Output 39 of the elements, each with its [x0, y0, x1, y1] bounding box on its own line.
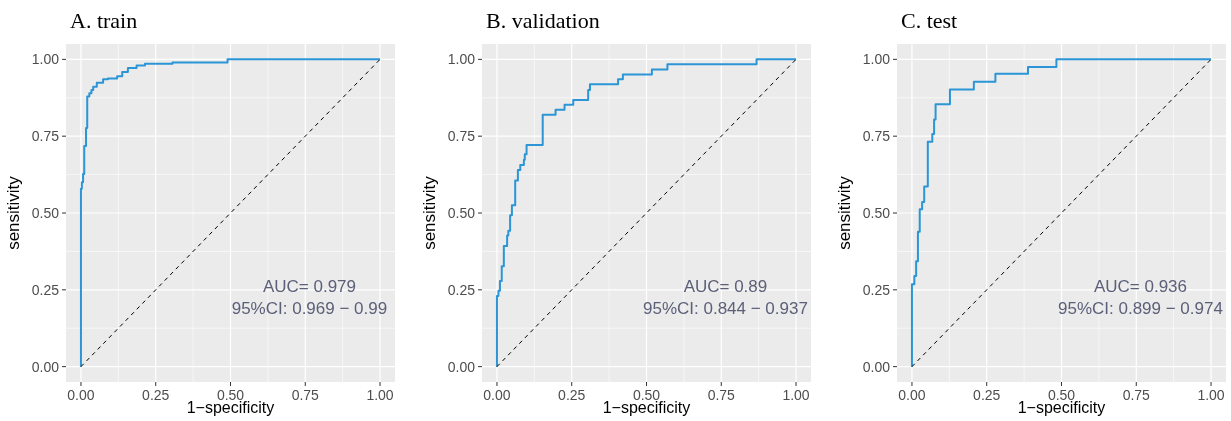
chart-title: C. test [901, 8, 958, 33]
y-tick-label: 1.00 [447, 51, 476, 68]
y-tick-label: 0.50 [447, 205, 476, 221]
annotation: 95%CI: 0.844 − 0.937 [642, 299, 808, 319]
x-tick-label: 1.00 [1197, 387, 1225, 403]
x-tick-label: 0.75 [291, 387, 320, 403]
annotation: AUC= 0.89 [683, 277, 768, 297]
x-tick-label: 0.75 [1122, 387, 1151, 403]
y-tick-label: 0.25 [862, 281, 891, 298]
x-tick-label: 1.00 [782, 387, 810, 403]
y-tick-label: 0.75 [31, 128, 60, 145]
y-tick-label: 1.00 [862, 51, 891, 68]
y-tick-label: 0.25 [31, 281, 60, 298]
y-axis-title: sensitivity [4, 175, 23, 250]
annotation: 95%CI: 0.969 − 0.99 [231, 299, 388, 319]
y-tick-label: 0.00 [31, 358, 60, 375]
y-tick-label: 0.50 [31, 205, 60, 221]
x-tick-label: 0.25 [973, 387, 1001, 403]
y-tick-label: 1.00 [31, 51, 60, 68]
chart-title: A. train [70, 8, 138, 33]
y-tick-label: 0.25 [447, 281, 476, 298]
annotation: 95%CI: 0.899 − 0.974 [1057, 299, 1223, 319]
y-tick-label: 0.00 [447, 358, 476, 375]
x-tick-label: 0.00 [67, 387, 95, 403]
y-axis-title: sensitivity [835, 175, 854, 250]
y-tick-label: 0.75 [447, 128, 476, 145]
y-axis-title: sensitivity [420, 175, 439, 250]
y-tick-label: 0.00 [862, 358, 891, 375]
y-tick-label: 0.75 [862, 128, 891, 145]
x-tick-label: 0.00 [483, 387, 511, 403]
annotation: AUC= 0.936 [1093, 277, 1188, 297]
y-tick-label: 0.50 [862, 205, 891, 221]
annotation: AUC= 0.979 [262, 277, 357, 297]
x-tick-label: 0.75 [707, 387, 736, 403]
x-tick-label: 0.25 [558, 387, 586, 403]
x-tick-label: 1.00 [366, 387, 394, 403]
chart-title: B. validation [486, 8, 600, 33]
x-tick-label: 0.00 [898, 387, 926, 403]
x-tick-label: 0.25 [142, 387, 170, 403]
